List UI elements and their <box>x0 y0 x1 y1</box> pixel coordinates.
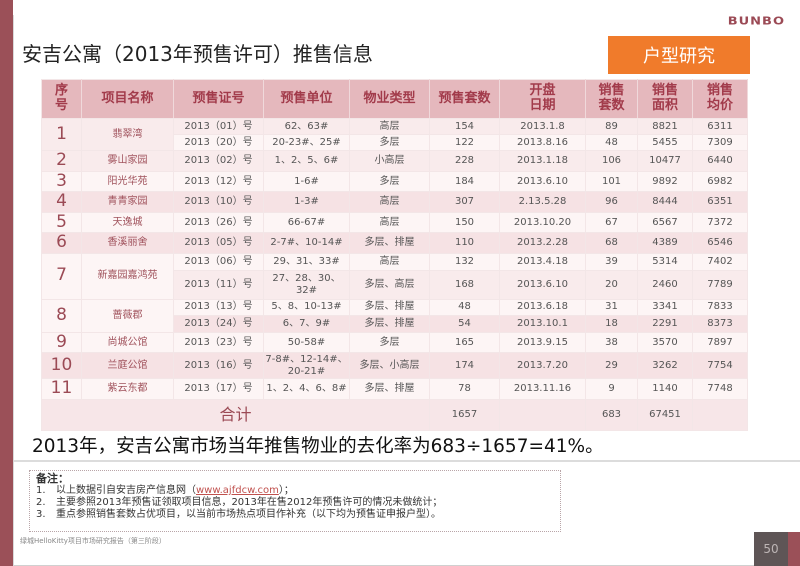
col-sold-units: 销售 套数 <box>585 79 638 119</box>
col-permit-no: 预售证号 <box>173 79 264 119</box>
project-name: 紫云东都 <box>81 378 174 400</box>
project-name: 天逸城 <box>81 211 174 234</box>
source-link[interactable]: www.ajfdcw.com <box>196 485 279 496</box>
project-name: 阳光华苑 <box>81 170 174 193</box>
table-row: 2013（24）号 6、7、9# 多层、排屋 54 2013.10.1 18 2… <box>42 314 748 333</box>
table-row: 10 兰庭公馆 2013（16）号 7-8#、12-14#、20-21# 多层、… <box>41 352 748 380</box>
page-title: 安吉公寓（2013年预售许可）推售信息 <box>22 42 373 66</box>
summary-statement: 2013年，安吉公寓市场当年推售物业的去化率为683÷1657=41%。 <box>32 436 604 457</box>
brand-logo: BUNBO <box>727 15 785 28</box>
col-sold-area: 销售 面积 <box>637 79 693 119</box>
project-name: 新嘉园嘉鸿苑 <box>81 252 174 300</box>
summary-divider <box>14 460 800 462</box>
table-row: 7 新嘉园嘉鸿苑 2013（06）号 29、31、33# 高层 132 2013… <box>41 252 748 300</box>
col-index: 序号 <box>41 79 82 119</box>
note-item: 3. 重点参照销售套数占优项目，以当前市场热点项目作补充（以下均为预售证申报户型… <box>36 509 441 520</box>
table-row: 6 香溪丽舍 2013（05）号 2-7#、10-14# 多层、排屋 110 2… <box>41 232 748 254</box>
col-open-date: 开盘 日期 <box>499 79 586 119</box>
project-name: 雾山家园 <box>81 150 174 172</box>
total-presale: 1657 <box>429 398 500 431</box>
project-name: 青青家园 <box>81 191 174 213</box>
project-name: 翡翠湾 <box>81 118 174 151</box>
footer-report-name: 绿城HelloKitty项目市场研究报告（第三阶段） <box>20 537 166 545</box>
table-row: 9 尚城公馆 2013（23）号 50-58# 多层 165 2013.9.15… <box>41 331 748 354</box>
left-accent-bar <box>0 0 13 566</box>
col-project-name: 项目名称 <box>81 79 174 119</box>
table-header-row: 序号 项目名称 预售证号 预售单位 物业类型 预售套数 开盘 日期 销售 套数 销售… <box>41 79 748 119</box>
total-area: 67451 <box>637 398 693 431</box>
project-name: 蔷薇郡 <box>81 298 174 333</box>
table-row: 2013（20）号 20-23#、25# 多层 122 2013.8.16 48… <box>42 134 748 151</box>
col-avg-price: 销售 均价 <box>692 79 748 119</box>
total-sold: 683 <box>585 398 638 431</box>
note-item: 1. 以上数据引自安吉房产信息网（www.ajfdcw.com）； <box>36 485 294 496</box>
project-name: 尚城公馆 <box>81 331 174 354</box>
table-row: 2013（11）号 27、28、30、32# 多层、高层 168 2013.6.… <box>42 269 748 300</box>
table-row: 8 蔷薇郡 2013（13）号 5、8、10-13# 多层、排屋 48 2013… <box>41 298 748 333</box>
table-row: 4 青青家园 2013（10）号 1-3# 高层 307 2.13.5.28 9… <box>41 191 748 213</box>
note-item: 2. 主要参照2013年预售证领取项目信息，2013年在售2012年预售许可的情… <box>36 497 443 508</box>
table-row: 5 天逸城 2013（26）号 66-67# 高层 150 2013.10.20… <box>41 211 748 234</box>
section-tag: 户型研究 <box>608 36 750 74</box>
table-row: 11 紫云东都 2013（17）号 1、2、4、6、8# 多层、排屋 78 20… <box>41 378 748 400</box>
frame-divider <box>13 15 14 566</box>
project-name: 香溪丽舍 <box>81 232 174 254</box>
table-row: 3 阳光华苑 2013（12）号 1-6# 多层 184 2013.6.10 1… <box>41 170 748 193</box>
table-row: 2 雾山家园 2013（02）号 1、2、5、6# 小高层 228 2013.1… <box>41 150 748 172</box>
notes-box: 备注： 1. 以上数据引自安吉房产信息网（www.ajfdcw.com）； 2.… <box>29 470 561 532</box>
col-property-type: 物业类型 <box>349 79 430 119</box>
project-name: 兰庭公馆 <box>81 352 174 380</box>
page-accent-block <box>788 532 800 566</box>
table-total-row: 合计 1657 683 67451 <box>41 398 748 431</box>
table-row: 1 翡翠湾 2013（01）号 62、63# 高层 154 2013.1.8 8… <box>41 118 748 151</box>
total-label: 合计 <box>41 398 430 431</box>
page-number: 50 <box>754 532 788 566</box>
presale-table: 序号 项目名称 预售证号 预售单位 物业类型 预售套数 开盘 日期 销售 套数 销售… <box>41 79 748 431</box>
col-presale-count: 预售套数 <box>429 79 500 119</box>
col-presale-units: 预售单位 <box>263 79 350 119</box>
notes-heading: 备注： <box>36 472 69 485</box>
